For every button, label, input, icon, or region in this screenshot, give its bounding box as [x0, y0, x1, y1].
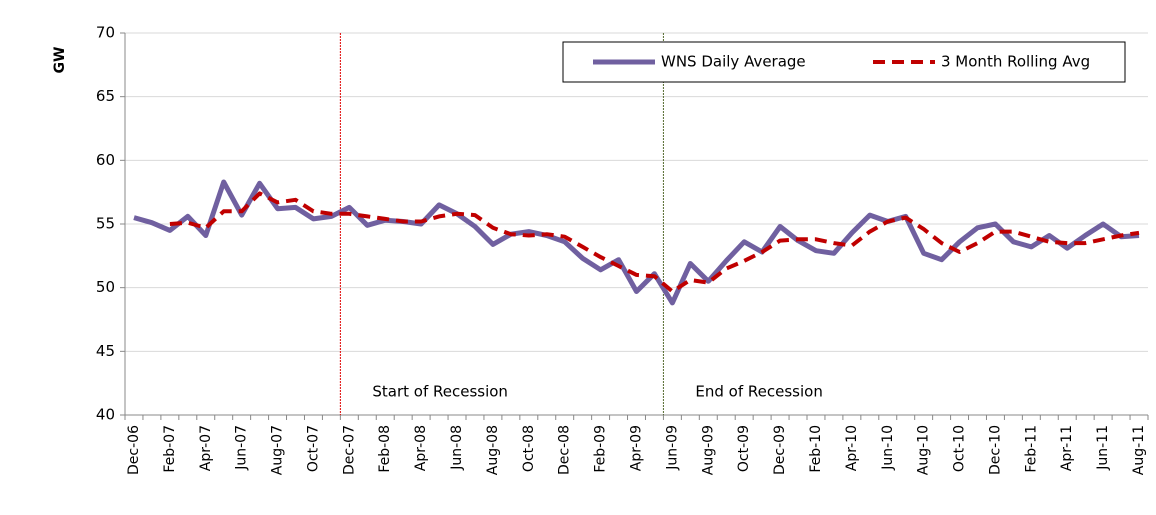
- x-tick-label: Dec-09: [772, 425, 788, 475]
- x-tick-label: Jun-09: [664, 425, 680, 471]
- x-tick-label: Jun-10: [880, 425, 896, 471]
- x-tick-label: Aug-08: [485, 425, 501, 475]
- legend-label: WNS Daily Average: [661, 53, 806, 71]
- y-tick-label: 45: [96, 342, 115, 360]
- x-tick-label: Feb-07: [162, 425, 178, 473]
- y-tick-label: 60: [96, 151, 115, 169]
- x-tick-label: Apr-07: [198, 425, 214, 471]
- x-tick-label: Aug-09: [700, 425, 716, 475]
- x-tick-label: Apr-11: [1059, 425, 1075, 471]
- x-tick-label: Feb-11: [1023, 425, 1039, 473]
- x-tick-label: Oct-10: [952, 425, 968, 472]
- x-tick-label: Apr-08: [413, 425, 429, 471]
- x-tick-label: Aug-11: [1131, 425, 1147, 475]
- x-tick-label: Apr-10: [844, 425, 860, 471]
- x-tick-label: Jun-07: [234, 425, 250, 471]
- x-tick-label: Oct-09: [736, 425, 752, 472]
- y-tick-label: 55: [96, 215, 115, 233]
- legend-label: 3 Month Rolling Avg: [941, 53, 1090, 71]
- x-tick-label: Aug-07: [270, 425, 286, 475]
- y-tick-label: 50: [96, 278, 115, 296]
- annotation-text: Start of Recession: [372, 383, 508, 401]
- y-tick-label: 40: [96, 406, 115, 424]
- x-tick-label: Jun-08: [449, 425, 465, 471]
- y-tick-label: 65: [96, 87, 115, 105]
- x-tick-label: Apr-09: [629, 425, 645, 471]
- y-tick-label: 70: [96, 24, 115, 42]
- legend-box: [562, 41, 1126, 83]
- series-line: [133, 179, 1140, 306]
- y-axis-label: GW: [52, 47, 68, 74]
- x-tick-label: Feb-08: [377, 425, 393, 473]
- x-tick-label: Oct-07: [305, 425, 321, 472]
- x-tick-label: Oct-08: [521, 425, 537, 472]
- x-tick-label: Dec-06: [126, 425, 142, 475]
- x-tick-label: Jun-11: [1095, 425, 1111, 471]
- x-tick-label: Aug-10: [916, 425, 932, 475]
- x-tick-label: Dec-10: [987, 425, 1003, 475]
- series-line: [169, 191, 1140, 294]
- x-tick-label: Dec-07: [341, 425, 357, 475]
- annotation-text: End of Recession: [695, 383, 822, 401]
- x-tick-label: Dec-08: [557, 425, 573, 475]
- x-tick-label: Feb-09: [593, 425, 609, 473]
- x-tick-label: Feb-10: [808, 425, 824, 473]
